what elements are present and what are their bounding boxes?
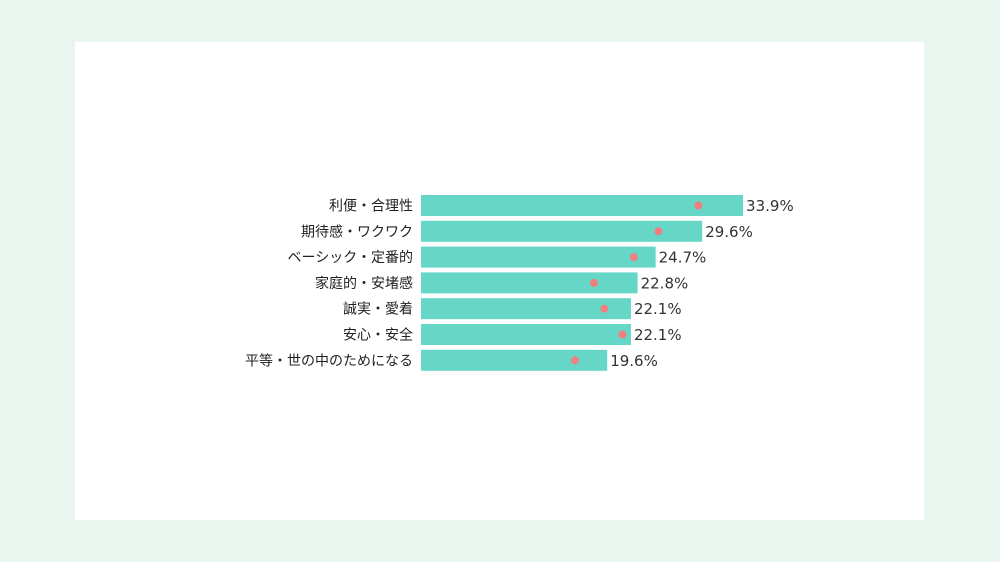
marker-dot — [629, 253, 638, 262]
marker-dot — [600, 304, 609, 313]
bar — [421, 324, 631, 345]
bar — [421, 195, 744, 216]
category-label: 利便・合理性 — [329, 199, 413, 215]
marker-dot — [618, 330, 627, 339]
bar — [421, 298, 631, 320]
category-label: 誠実・愛着 — [343, 302, 413, 318]
value-label: 29.6% — [705, 223, 753, 241]
category-label: 期待感・ワクワク — [301, 223, 413, 240]
category-label: ベーシック・定番的 — [288, 250, 413, 266]
marker-dot — [589, 278, 598, 287]
value-label: 22.8% — [641, 274, 689, 292]
marker-dot — [570, 356, 579, 365]
value-label: 19.6% — [610, 352, 658, 370]
marker-dot — [654, 227, 663, 236]
marker-dot — [694, 201, 703, 210]
category-label: 平等・世の中のためになる — [245, 352, 413, 369]
bar — [421, 220, 703, 242]
category-label: 安心・安全 — [343, 327, 413, 344]
value-label: 22.1% — [634, 300, 682, 318]
category-label: 家庭的・安堵感 — [315, 275, 413, 292]
bar — [421, 246, 656, 268]
bar — [421, 272, 638, 294]
bar — [421, 349, 608, 371]
value-label: 22.1% — [634, 326, 682, 344]
value-label: 33.9% — [746, 197, 794, 215]
value-label: 24.7% — [659, 249, 707, 267]
